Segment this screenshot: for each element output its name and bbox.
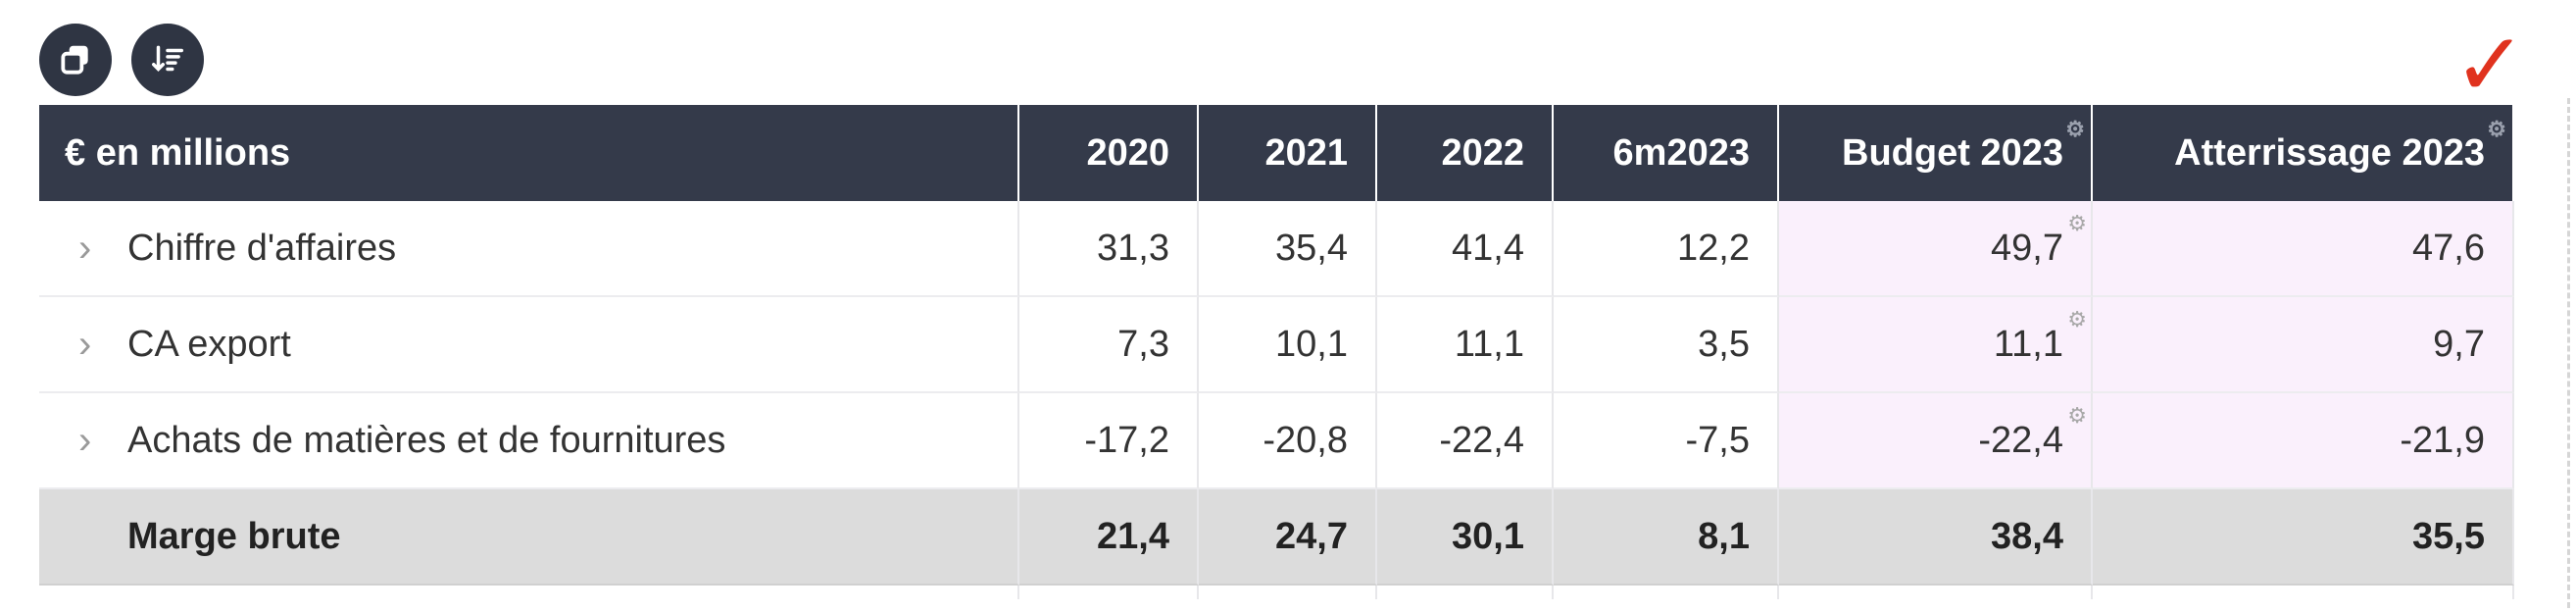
partial-cell	[1779, 586, 2093, 599]
budget-value: 49,7	[1991, 227, 2063, 269]
gear-icon[interactable]: ⚙	[2067, 211, 2087, 235]
dashed-divider	[2567, 98, 2570, 608]
value-cell: 35,4	[1199, 201, 1377, 297]
value-cell: 24,7	[1199, 489, 1377, 586]
header-budget-label: Budget 2023	[1842, 131, 2063, 174]
header-6m2023[interactable]: 6m2023	[1554, 105, 1779, 201]
value-cell: 8,1	[1554, 489, 1779, 586]
landing-cell: 47,6	[2093, 201, 2514, 297]
value-cell: -20,8	[1199, 393, 1377, 489]
sort-button[interactable]	[131, 24, 204, 96]
row-label-text: CA export	[127, 323, 291, 365]
header-budget-2023[interactable]: Budget 2023 ⚙	[1779, 105, 2093, 201]
row-label-text: Achats de matières et de fournitures	[127, 419, 726, 461]
value-cell: 3,5	[1554, 297, 1779, 393]
budget-cell: 38,4	[1779, 489, 2093, 586]
partial-cell	[2093, 586, 2514, 599]
header-atterrissage-2023[interactable]: Atterrissage 2023 ⚙	[2093, 105, 2514, 201]
budget-cell[interactable]: 11,1 ⚙	[1779, 297, 2093, 393]
row-label-text: Chiffre d'affaires	[127, 227, 397, 269]
header-2022[interactable]: 2022	[1377, 105, 1554, 201]
value-cell: -7,5	[1554, 393, 1779, 489]
copy-button[interactable]	[39, 24, 112, 96]
value-cell: 30,1	[1377, 489, 1554, 586]
landing-cell: -21,9	[2093, 393, 2514, 489]
value-cell: 7,3	[1019, 297, 1199, 393]
gear-icon[interactable]: ⚙	[2067, 403, 2087, 428]
chevron-right-icon[interactable]: ›	[78, 322, 92, 366]
table-header-row: € en millions 2020 2021 2022 6m2023 Budg…	[39, 105, 2514, 201]
financial-table: € en millions 2020 2021 2022 6m2023 Budg…	[39, 105, 2514, 599]
landing-cell: 35,5	[2093, 489, 2514, 586]
value-cell: 41,4	[1377, 201, 1554, 297]
partial-cell	[1019, 586, 1199, 599]
header-atterrissage-label: Atterrissage 2023	[2174, 131, 2485, 174]
gear-icon[interactable]: ⚙	[2487, 117, 2506, 141]
row-label[interactable]: › Achats de matières et de fournitures	[39, 393, 1019, 489]
partial-cell	[39, 586, 1019, 599]
table-row-partial	[39, 586, 2514, 599]
table-row-total[interactable]: Marge brute 21,4 24,7 30,1 8,1 38,4 35,5	[39, 489, 2514, 586]
table-row[interactable]: › Achats de matières et de fournitures -…	[39, 393, 2514, 489]
sort-icon	[152, 45, 183, 72]
value-cell: -17,2	[1019, 393, 1199, 489]
checkmark-annotation-icon: ✓	[2452, 14, 2527, 117]
partial-cell	[1554, 586, 1779, 599]
value-cell: 11,1	[1377, 297, 1554, 393]
gear-icon[interactable]: ⚙	[2065, 117, 2085, 141]
chevron-right-icon[interactable]: ›	[78, 226, 92, 270]
header-unit-label: € en millions	[39, 105, 1019, 201]
row-label: Marge brute	[39, 489, 1019, 586]
value-cell: 12,2	[1554, 201, 1779, 297]
partial-cell	[1377, 586, 1554, 599]
copy-icon	[61, 45, 88, 75]
row-label[interactable]: › Chiffre d'affaires	[39, 201, 1019, 297]
value-cell: -22,4	[1377, 393, 1554, 489]
budget-value: -22,4	[1978, 419, 2063, 461]
table-row[interactable]: › CA export 7,3 10,1 11,1 3,5 11,1 ⚙ 9,7	[39, 297, 2514, 393]
gear-icon[interactable]: ⚙	[2067, 307, 2087, 332]
row-label[interactable]: › CA export	[39, 297, 1019, 393]
table-toolbar	[39, 24, 204, 96]
header-2021[interactable]: 2021	[1199, 105, 1377, 201]
chevron-right-icon[interactable]: ›	[78, 418, 92, 462]
landing-cell: 9,7	[2093, 297, 2514, 393]
table-row[interactable]: › Chiffre d'affaires 31,3 35,4 41,4 12,2…	[39, 201, 2514, 297]
budget-cell[interactable]: 49,7 ⚙	[1779, 201, 2093, 297]
header-2020[interactable]: 2020	[1019, 105, 1199, 201]
partial-cell	[1199, 586, 1377, 599]
budget-value: 11,1	[1993, 323, 2063, 365]
value-cell: 10,1	[1199, 297, 1377, 393]
value-cell: 31,3	[1019, 201, 1199, 297]
budget-cell[interactable]: -22,4 ⚙	[1779, 393, 2093, 489]
value-cell: 21,4	[1019, 489, 1199, 586]
